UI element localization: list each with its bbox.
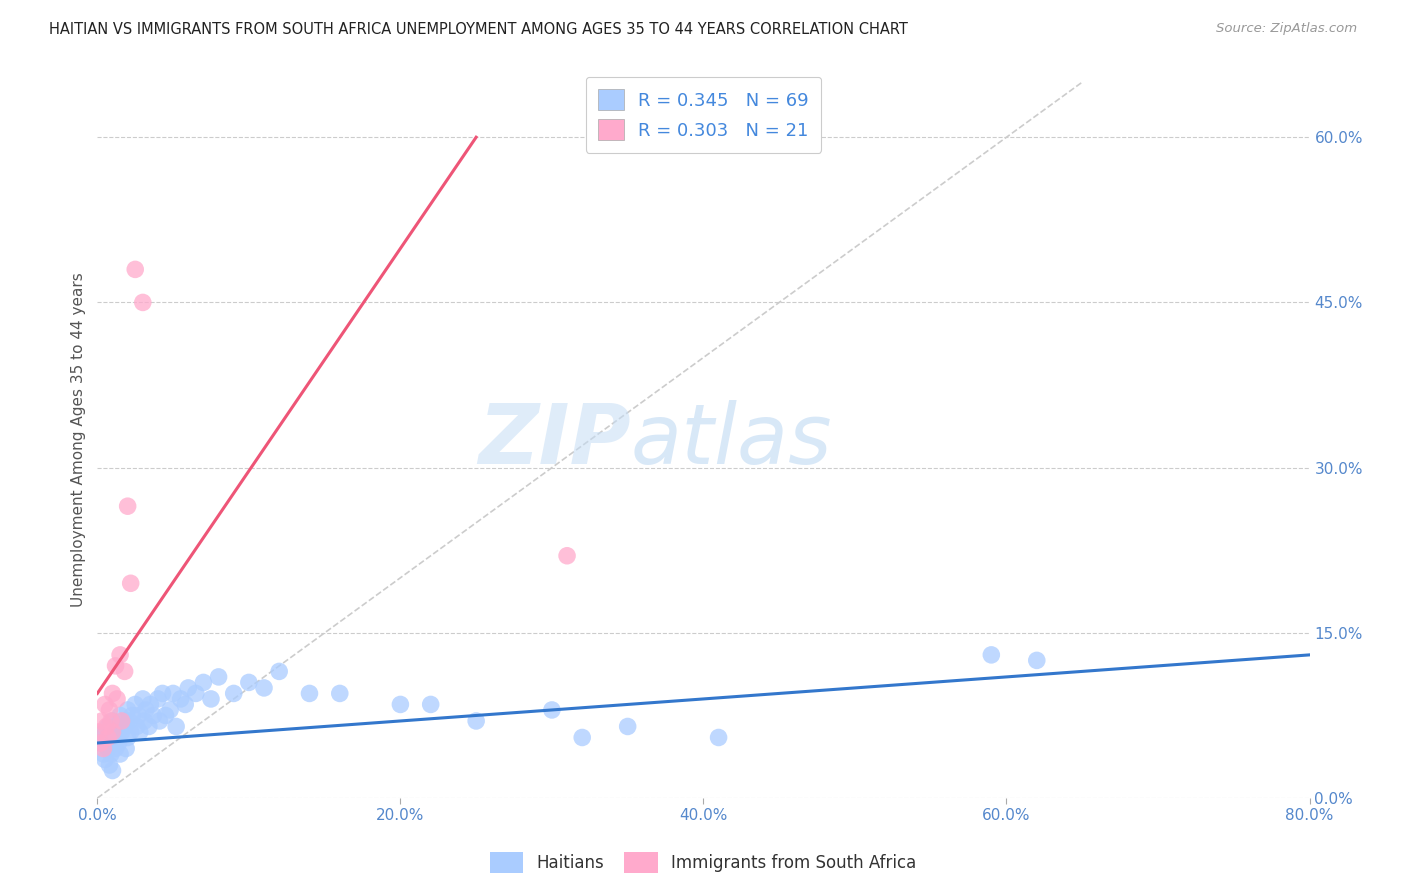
Point: [96, 719, 118, 733]
Point: [114, 665, 136, 679]
Point: [419, 698, 441, 712]
Point: [101, 686, 124, 700]
Point: [110, 714, 132, 728]
Point: [89, 736, 111, 750]
Point: [238, 675, 260, 690]
Point: [139, 698, 162, 712]
Point: [184, 686, 207, 700]
Point: [253, 681, 276, 695]
Text: Source: ZipAtlas.com: Source: ZipAtlas.com: [1216, 22, 1357, 36]
Point: [128, 725, 150, 739]
Point: [107, 736, 129, 750]
Point: [980, 648, 1002, 662]
Point: [94, 752, 117, 766]
Point: [101, 725, 124, 739]
Point: [108, 747, 131, 761]
Point: [142, 708, 165, 723]
Point: [269, 665, 291, 679]
Point: [200, 692, 222, 706]
Point: [132, 692, 155, 706]
Point: [110, 725, 132, 739]
Y-axis label: Unemployment Among Ages 35 to 44 years: Unemployment Among Ages 35 to 44 years: [72, 273, 86, 607]
Point: [115, 741, 138, 756]
Point: [118, 714, 141, 728]
Point: [541, 703, 564, 717]
Point: [138, 719, 160, 733]
Point: [571, 731, 593, 745]
Point: [89, 736, 111, 750]
Point: [177, 681, 200, 695]
Point: [87, 725, 110, 739]
Point: [127, 708, 149, 723]
Text: atlas: atlas: [631, 400, 832, 481]
Point: [90, 731, 112, 745]
Point: [100, 714, 122, 728]
Point: [98, 758, 121, 772]
Point: [114, 719, 136, 733]
Point: [329, 686, 352, 700]
Point: [105, 731, 128, 745]
Point: [98, 731, 121, 745]
Point: [104, 659, 127, 673]
Point: [94, 725, 117, 739]
Point: [707, 731, 730, 745]
Point: [93, 747, 115, 761]
Point: [148, 714, 170, 728]
Point: [103, 725, 125, 739]
Point: [90, 714, 112, 728]
Point: [117, 499, 139, 513]
Point: [96, 736, 118, 750]
Text: ZIP: ZIP: [478, 400, 631, 481]
Point: [207, 670, 229, 684]
Point: [616, 719, 638, 733]
Point: [298, 686, 321, 700]
Point: [174, 698, 197, 712]
Point: [162, 686, 184, 700]
Point: [555, 549, 578, 563]
Point: [125, 719, 148, 733]
Text: HAITIAN VS IMMIGRANTS FROM SOUTH AFRICA UNEMPLOYMENT AMONG AGES 35 TO 44 YEARS C: HAITIAN VS IMMIGRANTS FROM SOUTH AFRICA …: [49, 22, 908, 37]
Point: [108, 648, 131, 662]
Point: [104, 741, 127, 756]
Legend: Haitians, Immigrants from South Africa: Haitians, Immigrants from South Africa: [484, 846, 922, 880]
Point: [120, 725, 142, 739]
Point: [135, 703, 157, 717]
Point: [100, 747, 122, 761]
Point: [146, 692, 169, 706]
Point: [101, 764, 124, 778]
Point: [389, 698, 412, 712]
Point: [222, 686, 245, 700]
Point: [124, 262, 146, 277]
Point: [98, 703, 121, 717]
Point: [121, 708, 143, 723]
Point: [124, 698, 146, 712]
Point: [170, 692, 193, 706]
Point: [134, 714, 156, 728]
Point: [117, 731, 139, 745]
Point: [152, 686, 174, 700]
Point: [465, 714, 488, 728]
Point: [132, 295, 155, 310]
Point: [1025, 653, 1047, 667]
Point: [105, 692, 128, 706]
Point: [101, 731, 124, 745]
Point: [97, 719, 120, 733]
Point: [104, 719, 127, 733]
Point: [97, 741, 120, 756]
Point: [165, 719, 187, 733]
Point: [120, 576, 142, 591]
Point: [112, 714, 135, 728]
Point: [117, 703, 139, 717]
Point: [101, 714, 124, 728]
Point: [193, 675, 215, 690]
Point: [97, 731, 120, 745]
Point: [108, 708, 131, 723]
Point: [159, 703, 181, 717]
Point: [94, 698, 117, 712]
Point: [155, 708, 177, 723]
Point: [93, 741, 115, 756]
Legend: R = 0.345   N = 69, R = 0.303   N = 21: R = 0.345 N = 69, R = 0.303 N = 21: [586, 77, 821, 153]
